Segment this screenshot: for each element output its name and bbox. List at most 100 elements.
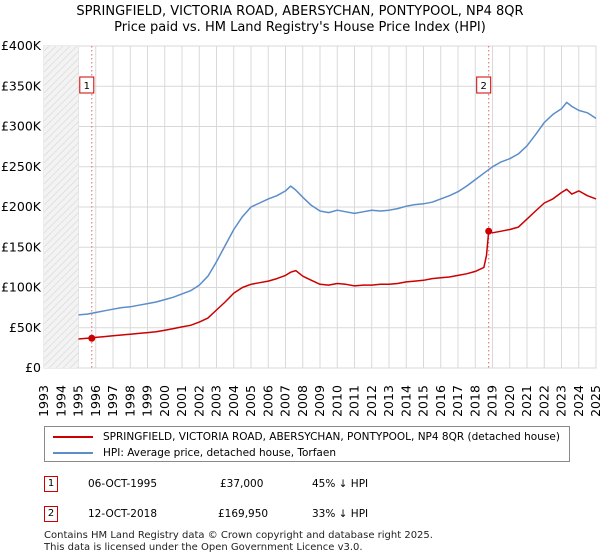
transaction-row: 2 12-OCT-2018 £169,950 33% ↓ HPI — [44, 504, 564, 524]
x-tick-label: 2013 — [381, 385, 396, 417]
y-tick-label: £250K — [1, 159, 42, 174]
x-tick-label: 2014 — [398, 385, 413, 417]
x-tick-label: 1995 — [71, 385, 86, 417]
y-tick-label: £100K — [1, 280, 42, 295]
x-tick-label: 2002 — [191, 385, 206, 417]
x-tick-label: 2019 — [485, 385, 500, 417]
hatch-line — [44, 240, 79, 276]
y-tick-label: £200K — [1, 199, 42, 214]
y-axis: £0 £50K £100K £150K £200K £250K £300K £350K £400… — [1, 38, 42, 375]
y-tick-label: £50K — [9, 320, 42, 335]
x-tick-label: 1997 — [105, 385, 120, 417]
hatch-line — [44, 254, 79, 290]
legend-swatch-property — [53, 436, 93, 438]
hatch-line — [44, 121, 79, 157]
transaction-date: 12-OCT-2018 — [88, 508, 157, 520]
x-tick-label: 1998 — [122, 385, 137, 417]
footer: Contains HM Land Registry data © Crown c… — [44, 530, 433, 554]
x-tick-label: 2025 — [588, 385, 600, 417]
hatch-line — [44, 46, 57, 59]
legend-label-hpi: HPI: Average price, detached house, Torf… — [103, 447, 336, 459]
x-tick-label: 2007 — [278, 385, 293, 417]
hatch-line — [44, 226, 79, 262]
transaction-points — [88, 227, 493, 342]
transaction-price: £169,950 — [218, 508, 269, 520]
hatch-line — [44, 0, 79, 23]
annotation-2: 2 — [476, 76, 492, 94]
hatch-line — [44, 79, 79, 115]
y-tick-label: £400K — [1, 38, 42, 53]
legend: SPRINGFIELD, VICTORIA ROAD, ABERSYCHAN, … — [44, 426, 570, 462]
x-tick-label: 2003 — [209, 385, 224, 417]
transaction-hpi: 33% ↓ HPI — [312, 508, 369, 520]
hatch-line — [44, 65, 79, 101]
hatch-line — [44, 107, 79, 143]
x-tick-label: 2000 — [157, 385, 172, 417]
x-tick-label: 2024 — [571, 385, 586, 417]
x-tick-label: 2005 — [243, 385, 258, 417]
transaction-marker: 2 — [44, 506, 58, 522]
series-lines — [78, 101, 597, 340]
x-axis: 1993 1994 1995 1996 1997 1998 1999 2000 2001 2002… — [36, 385, 600, 417]
transaction-lines — [91, 46, 490, 368]
hatch-line — [44, 219, 79, 255]
hatch-line — [44, 46, 71, 73]
x-tick-label: 1994 — [53, 385, 68, 417]
hatch-line — [44, 135, 79, 171]
hatch-line — [44, 177, 79, 213]
x-tick-label: 1996 — [88, 385, 103, 417]
x-tick-label: 2010 — [329, 385, 344, 417]
x-tick-label: 2023 — [554, 385, 569, 417]
hatch-line — [44, 46, 78, 80]
hatch-line — [44, 51, 79, 87]
transaction-hpi: 45% ↓ HPI — [312, 478, 369, 490]
hatch-line — [44, 100, 79, 136]
x-tick-label: 1999 — [140, 385, 155, 417]
price-chart: SPRINGFIELD, VICTORIA ROAD, ABERSYCHAN, … — [1, 0, 600, 417]
x-tick-label: 1993 — [36, 385, 51, 417]
hatch-line — [55, 345, 79, 368]
hatch-line — [44, 289, 79, 325]
hatch-line — [69, 359, 79, 368]
x-tick-label: 2008 — [295, 385, 310, 417]
x-tick-label: 2017 — [450, 385, 465, 417]
hatch-line — [44, 212, 79, 248]
hatch-line — [44, 191, 79, 227]
transaction-point-1 — [88, 334, 96, 342]
hatch-line — [44, 93, 79, 129]
x-tick-label: 2020 — [502, 385, 517, 417]
y-tick-label: £150K — [1, 239, 42, 254]
hatch-line — [44, 114, 79, 150]
hatch-line — [48, 338, 79, 368]
hatch-line — [44, 296, 79, 332]
footer-licence: This data is licensed under the Open Gov… — [44, 542, 363, 553]
hatch-line — [44, 72, 79, 108]
hatch-line — [44, 268, 79, 304]
legend-item-hpi: HPI: Average price, detached house, Torf… — [53, 445, 336, 461]
hatch-line — [44, 205, 79, 241]
transaction-date: 06-OCT-1995 — [88, 478, 157, 490]
hatch-line — [44, 46, 64, 66]
hatch-line — [44, 331, 79, 367]
transaction-price: £37,000 — [220, 478, 264, 490]
x-tick-label: 2012 — [364, 385, 379, 417]
hatch-line — [44, 247, 79, 283]
y-tick-label: £350K — [1, 78, 42, 93]
hatch-line — [44, 10, 79, 45]
x-tick-label: 2011 — [347, 385, 362, 417]
hatch-line — [44, 149, 79, 185]
hatch-line — [44, 282, 79, 318]
hatch-line — [44, 261, 79, 297]
hatch-line — [44, 0, 79, 16]
hatch-line — [44, 184, 79, 220]
hatch-line — [44, 128, 79, 164]
chart-title-line-2: Price paid vs. HM Land Registry's House … — [114, 20, 486, 35]
hatch-line — [44, 324, 79, 360]
x-tick-label: 2022 — [536, 385, 551, 417]
hatch-line — [44, 156, 79, 192]
chart-title-line-1: SPRINGFIELD, VICTORIA ROAD, ABERSYCHAN, … — [76, 4, 523, 19]
hatch-line — [44, 198, 79, 234]
hatch-line — [44, 170, 79, 206]
hatch-line — [44, 310, 79, 346]
